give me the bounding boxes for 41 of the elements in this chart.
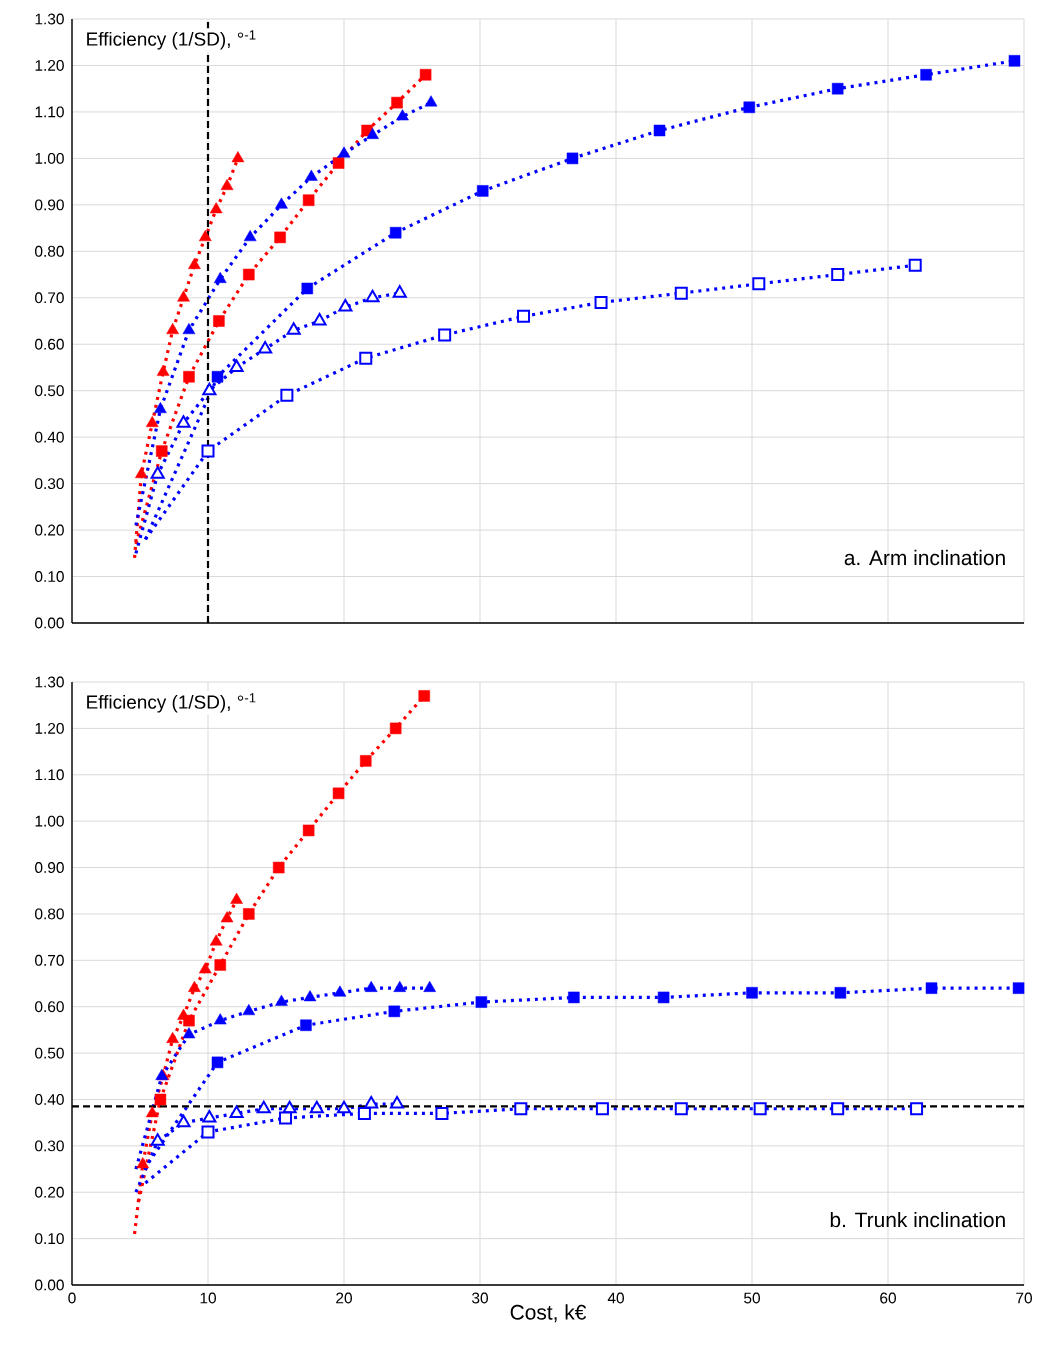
y-tick-label: 0.30: [35, 1140, 64, 1152]
y-tick-label: 0.40: [35, 1094, 64, 1105]
y-tick-label: 1.30: [35, 676, 64, 688]
y-tick-label: 0.00: [35, 1279, 64, 1291]
y-tick-label: 0.30: [35, 478, 64, 490]
y-tick-label: 1.20: [35, 60, 64, 71]
y-axis-title: Efficiency (1/SD), °$^{-1}$: [87, 30, 256, 50]
x-tick-label: 70: [1016, 1292, 1032, 1304]
x-tick-label: 20: [336, 1292, 352, 1304]
x-tick-label: 40: [607, 1292, 624, 1304]
y-tick-label: 0.00: [35, 617, 64, 629]
y-tick-label: 0.20: [35, 524, 64, 536]
y-tick-label: 0.70: [35, 292, 64, 304]
text: a. Arm inclination: [844, 549, 1005, 566]
x-tick-label: 60: [880, 1292, 896, 1304]
x-tick-label: 50: [744, 1292, 760, 1304]
y-tick-label: 1.10: [35, 769, 64, 781]
y-tick-label: 0.80: [35, 245, 64, 257]
y-tick-label: 1.00: [35, 152, 64, 164]
x-tick-label: 10: [200, 1292, 216, 1304]
x-axis-title: Cost, k€: [510, 1304, 587, 1323]
y-tick-label: 0.40: [35, 431, 64, 443]
y-tick-label: 0.10: [35, 1233, 64, 1245]
x-tick-label: 30: [472, 1292, 488, 1304]
y-tick-label: 0.50: [35, 385, 64, 397]
y-tick-label: 0.90: [35, 862, 64, 874]
x-tick-label: 0: [68, 1292, 76, 1304]
y-tick-label: 1.10: [35, 106, 64, 118]
y-tick-label: 0.50: [35, 1047, 64, 1059]
y-tick-label: 0.60: [35, 1001, 64, 1013]
y-tick-label: 0.10: [35, 571, 64, 583]
y-axis-title: Efficiency (1/SD), °$^{-1}$: [87, 693, 256, 713]
y-tick-label: 0.80: [35, 908, 64, 920]
y-tick-label: 0.70: [35, 954, 64, 966]
y-tick-label: 0.60: [35, 338, 64, 350]
y-tick-label: 1.20: [35, 722, 64, 734]
y-tick-label: 0.90: [35, 199, 64, 211]
y-tick-label: 1.30: [35, 13, 64, 25]
y-tick-label: 1.00: [35, 815, 64, 827]
y-tick-label: 0.20: [35, 1186, 64, 1198]
text: b. Trunk inclination: [830, 1211, 1005, 1228]
